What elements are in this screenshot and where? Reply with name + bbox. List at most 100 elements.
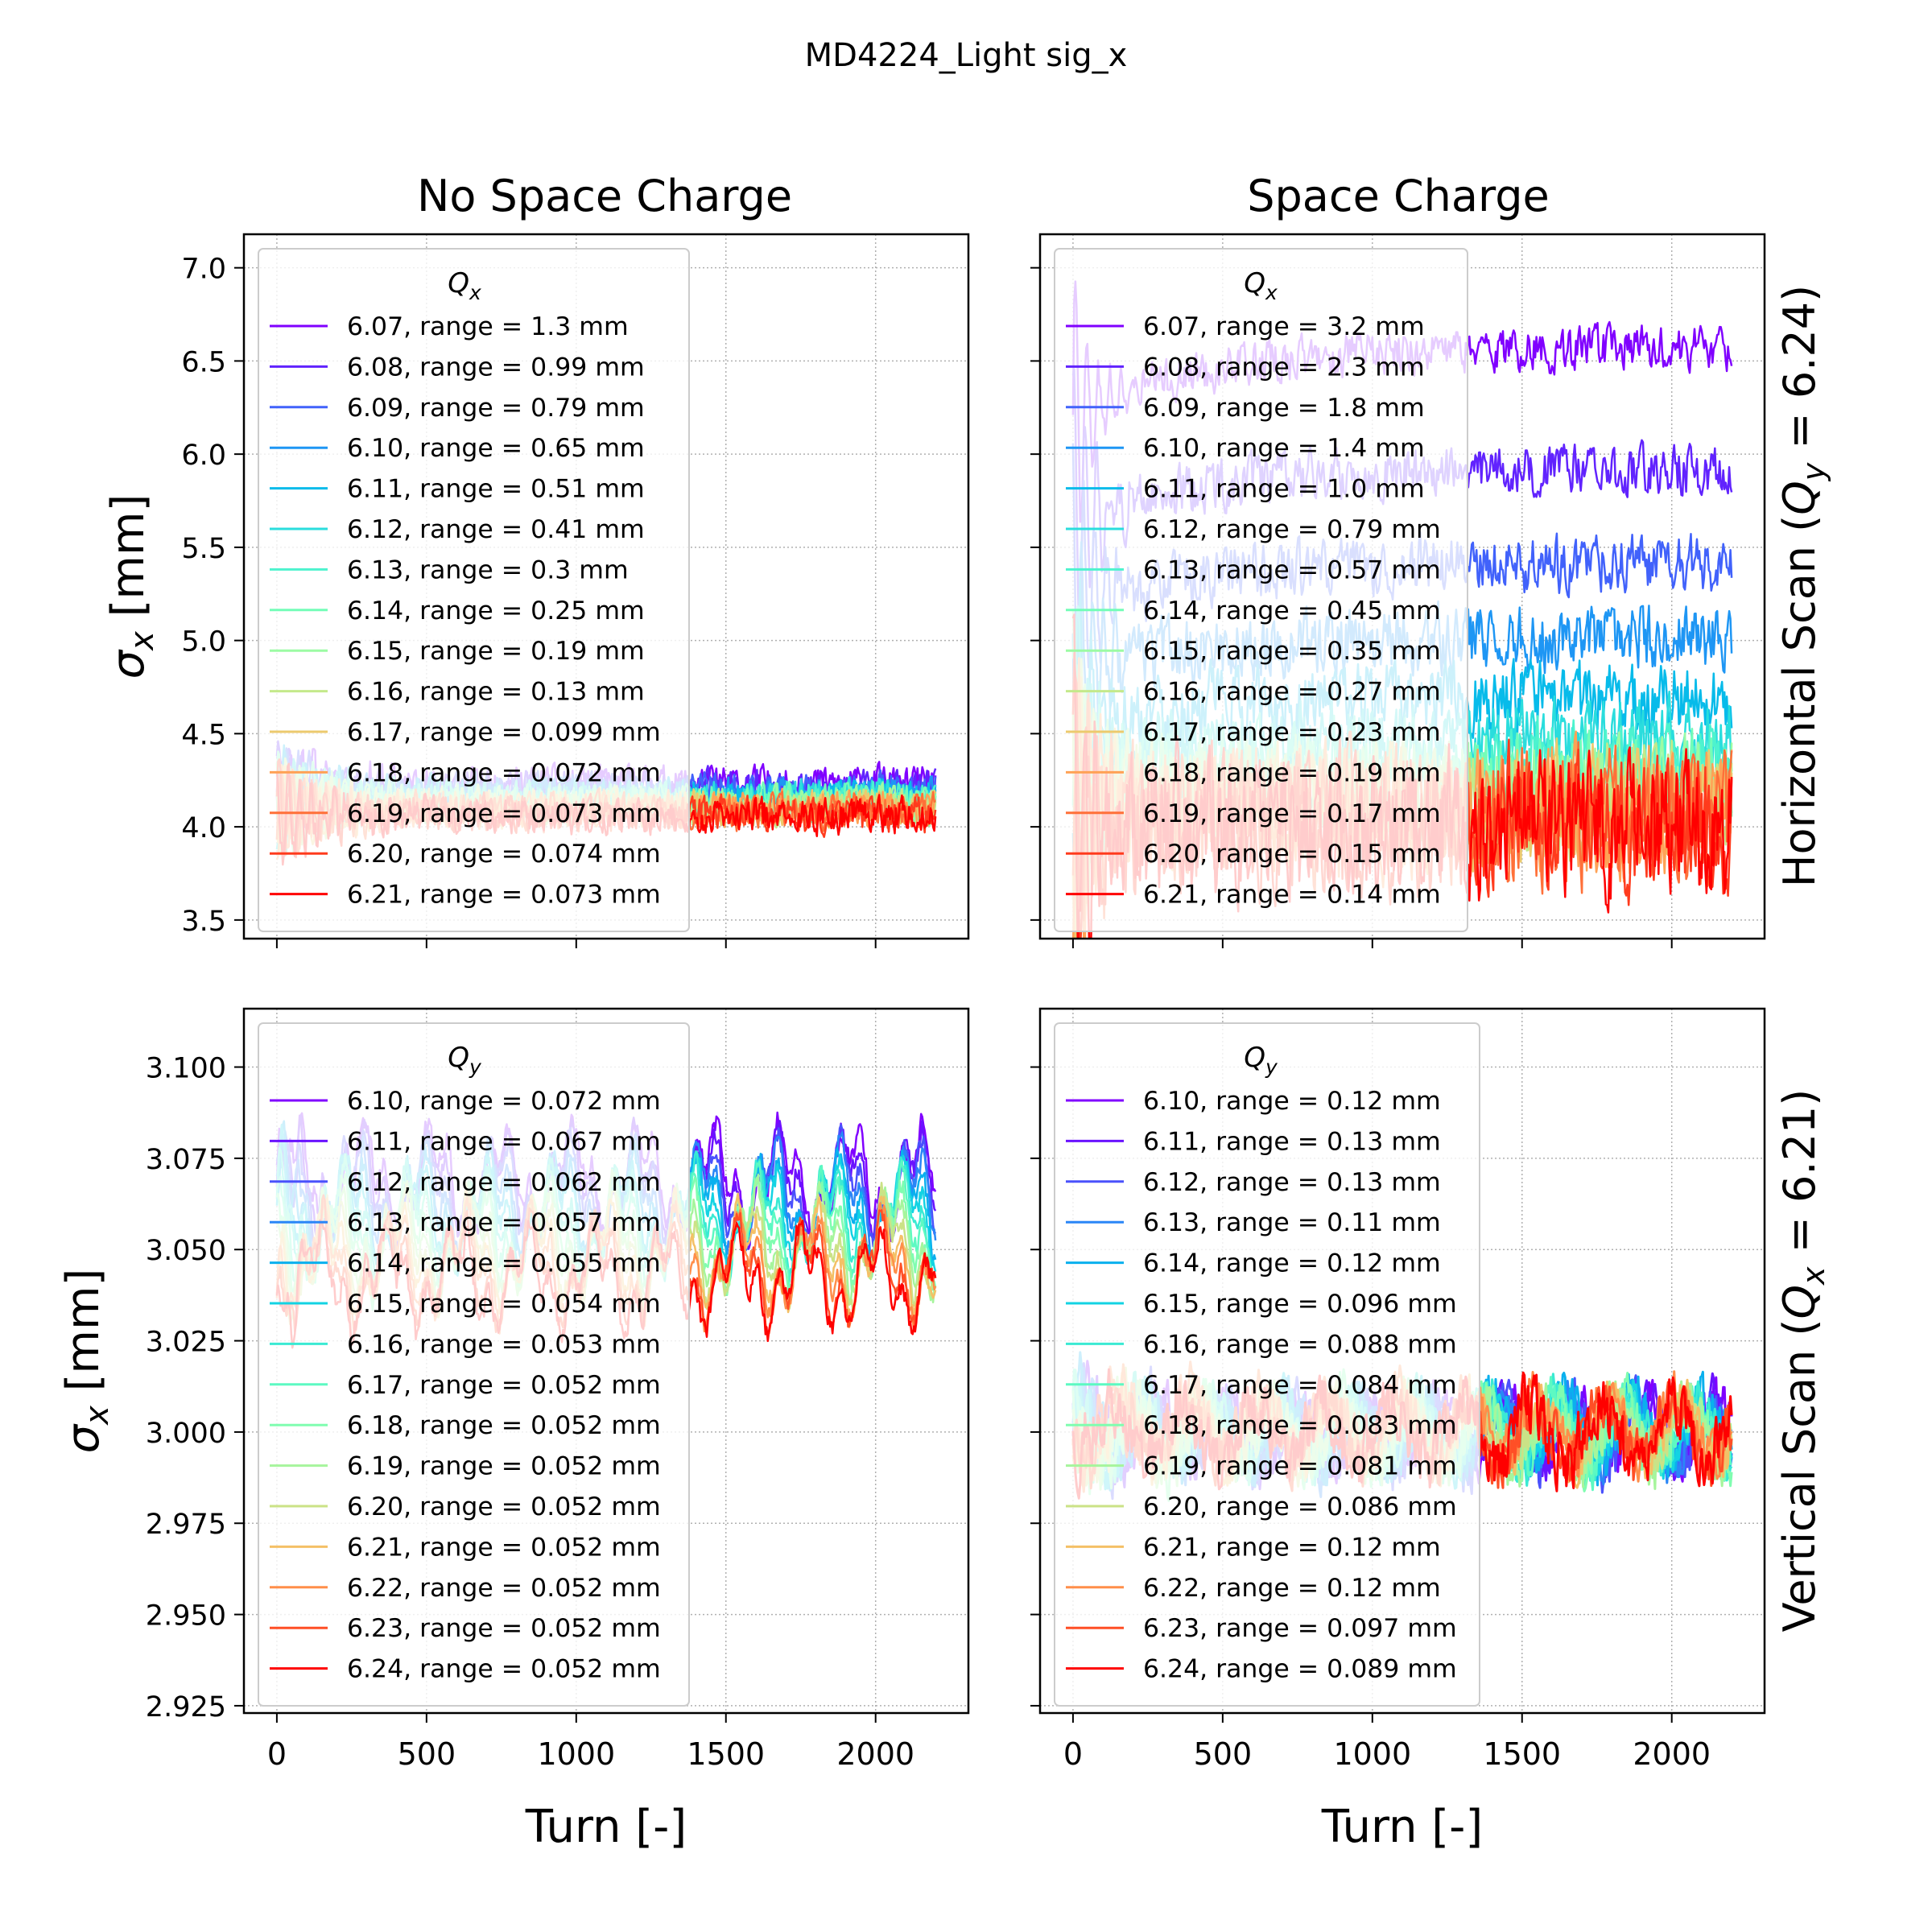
legend-title-symbol: Q (448, 267, 469, 299)
axes-frame (242, 233, 970, 940)
legend-entry: 6.20, range = 0.052 mm (347, 1492, 661, 1521)
legend-title-subscript: y (1265, 1055, 1278, 1079)
legend-entry: 6.14, range = 0.055 mm (347, 1249, 661, 1278)
y-tick-label: 6.5 (181, 346, 226, 378)
y-tick-label: 4.5 (181, 719, 226, 751)
y-tick-label: 3.025 (146, 1327, 226, 1359)
legend-entry: 6.24, range = 0.089 mm (1143, 1655, 1457, 1684)
legend: Qx 6.07, range = 3.2 mm 6.08, range = 2.3 … (1054, 248, 1468, 932)
x-tick-label: 2000 (836, 1736, 914, 1772)
y-tick-label: 6.0 (181, 440, 226, 472)
column-title-space-charge: Space Charge (1247, 171, 1550, 221)
legend-entry: 6.18, range = 0.19 mm (1143, 758, 1441, 787)
y-tick-label: 3.5 (181, 906, 226, 938)
y-tick-label: 3.075 (146, 1144, 226, 1176)
legend-entry: 6.17, range = 0.099 mm (347, 718, 661, 747)
legend-entry: 6.15, range = 0.096 mm (1143, 1290, 1457, 1319)
y-axis-label-symbol: σ (102, 649, 155, 679)
legend-entry: 6.23, range = 0.097 mm (1143, 1614, 1457, 1643)
legend-entry: 6.12, range = 0.79 mm (1143, 515, 1441, 544)
y-tick-label: 4.0 (181, 812, 226, 844)
row-label-vertical-scan: Vertical Scan (Qx = 6.21) (1774, 1089, 1831, 1633)
x-axis-label: Turn [-] (525, 1801, 687, 1853)
legend-entry: 6.23, range = 0.052 mm (347, 1614, 661, 1643)
legend-entry: 6.22, range = 0.12 mm (1143, 1574, 1441, 1603)
row-label-prefix: Horizontal Scan ( (1774, 515, 1825, 887)
legend: Qx 6.07, range = 1.3 mm 6.08, range = 0.99… (258, 248, 690, 932)
y-tick-label: 5.0 (181, 626, 226, 658)
y-axis-label-unit: [mm] (57, 1269, 109, 1406)
legend-box (1054, 248, 1468, 932)
legend: Qy 6.10, range = 0.12 mm 6.11, range = 0.1… (1054, 1022, 1480, 1707)
panel-top-right: Qx 6.07, range = 3.2 mm 6.08, range = 2.3 … (1030, 233, 1766, 948)
legend-entry: 6.19, range = 0.052 mm (347, 1452, 661, 1481)
legend-entry: 6.16, range = 0.27 mm (1143, 678, 1441, 707)
y-tick-label: 5.5 (181, 533, 226, 565)
legend-entry: 6.08, range = 0.99 mm (347, 353, 645, 382)
legend-entry: 6.11, range = 0.067 mm (347, 1127, 661, 1156)
legend-box (258, 1022, 690, 1707)
legend-title-subscript: x (469, 281, 481, 304)
x-tick-label: 0 (1063, 1736, 1083, 1772)
legend-entry: 6.17, range = 0.23 mm (1143, 718, 1441, 747)
legend-title-subscript: y (469, 1055, 482, 1079)
y-axis-label-subscript: x (124, 631, 161, 652)
row-label-suffix: = 6.21) (1774, 1089, 1825, 1267)
legend-entry: 6.13, range = 0.11 mm (1143, 1208, 1441, 1237)
legend-entry: 6.14, range = 0.25 mm (347, 597, 645, 625)
row-label-prefix: Vertical Scan ( (1774, 1319, 1825, 1633)
legend-entry: 6.21, range = 0.12 mm (1143, 1533, 1441, 1562)
row-label-suffix: = 6.24) (1774, 285, 1825, 463)
legend-entry: 6.13, range = 0.57 mm (1143, 555, 1441, 584)
y-tick-label: 7.0 (181, 254, 226, 286)
legend-entry: 6.12, range = 0.062 mm (347, 1168, 661, 1197)
legend-entry: 6.20, range = 0.086 mm (1143, 1492, 1457, 1521)
legend-entry: 6.12, range = 0.13 mm (1143, 1168, 1441, 1197)
panel-bottom-right: 0 500 1000 1500 2000 Turn [-] Qy 6.10, range = … (1030, 1007, 1766, 1853)
legend-title: Qy (448, 1042, 482, 1079)
legend-title-subscript: x (1265, 281, 1278, 304)
x-tick-label: 500 (1194, 1736, 1253, 1772)
legend-entry: 6.15, range = 0.35 mm (1143, 637, 1441, 666)
x-axis-label: Turn [-] (1321, 1801, 1483, 1853)
legend-entry: 6.14, range = 0.45 mm (1143, 597, 1441, 625)
row-label-symbol: Q (1774, 481, 1825, 515)
legend-entry: 6.18, range = 0.083 mm (1143, 1411, 1457, 1440)
legend-entry: 6.16, range = 0.088 mm (1143, 1330, 1457, 1359)
legend-entry: 6.18, range = 0.052 mm (347, 1411, 661, 1440)
y-tick-label: 3.100 (146, 1053, 226, 1085)
legend-entry: 6.09, range = 0.79 mm (347, 394, 645, 423)
x-tick-label: 1000 (1333, 1736, 1411, 1772)
legend-title-symbol: Q (448, 1042, 469, 1074)
y-axis-label-symbol: σ (57, 1423, 109, 1453)
legend-entry: 6.11, range = 0.51 mm (347, 475, 645, 504)
legend-entry: 6.13, range = 0.3 mm (347, 555, 629, 584)
legend-entry: 6.12, range = 0.41 mm (347, 515, 645, 544)
legend-entry: 6.20, range = 0.074 mm (347, 840, 661, 869)
legend-entry: 6.11, range = 0.13 mm (1143, 1127, 1441, 1156)
y-tick-label: 3.050 (146, 1235, 226, 1267)
legend-entry: 6.18, range = 0.072 mm (347, 758, 661, 787)
x-tick-label: 1000 (537, 1736, 615, 1772)
y-axis-label: σx [mm] (57, 1269, 116, 1454)
legend-entry: 6.14, range = 0.12 mm (1143, 1249, 1441, 1278)
x-tick-label: 500 (398, 1736, 456, 1772)
axes-frame (1038, 1007, 1766, 1715)
axes-frame (242, 1007, 970, 1715)
legend-title: Qx (448, 267, 481, 304)
y-tick-label: 2.925 (146, 1691, 226, 1724)
x-tick-label: 1500 (687, 1736, 765, 1772)
axes-frame (1038, 233, 1766, 940)
y-tick-label: 2.975 (146, 1509, 226, 1541)
x-tick-label: 2000 (1633, 1736, 1711, 1772)
legend-entry: 6.21, range = 0.052 mm (347, 1533, 661, 1562)
legend-entry: 6.15, range = 0.054 mm (347, 1290, 661, 1319)
legend: Qy 6.10, range = 0.072 mm 6.11, range = 0.… (258, 1022, 690, 1707)
legend-box (258, 248, 690, 932)
row-label-symbol: Q (1774, 1285, 1825, 1319)
y-tick-label: 3.000 (146, 1418, 226, 1450)
legend-entry: 6.21, range = 0.14 mm (1143, 881, 1441, 910)
legend-entry: 6.22, range = 0.052 mm (347, 1574, 661, 1603)
legend-entry: 6.08, range = 2.3 mm (1143, 353, 1425, 382)
y-axis-label-unit: [mm] (102, 494, 155, 632)
